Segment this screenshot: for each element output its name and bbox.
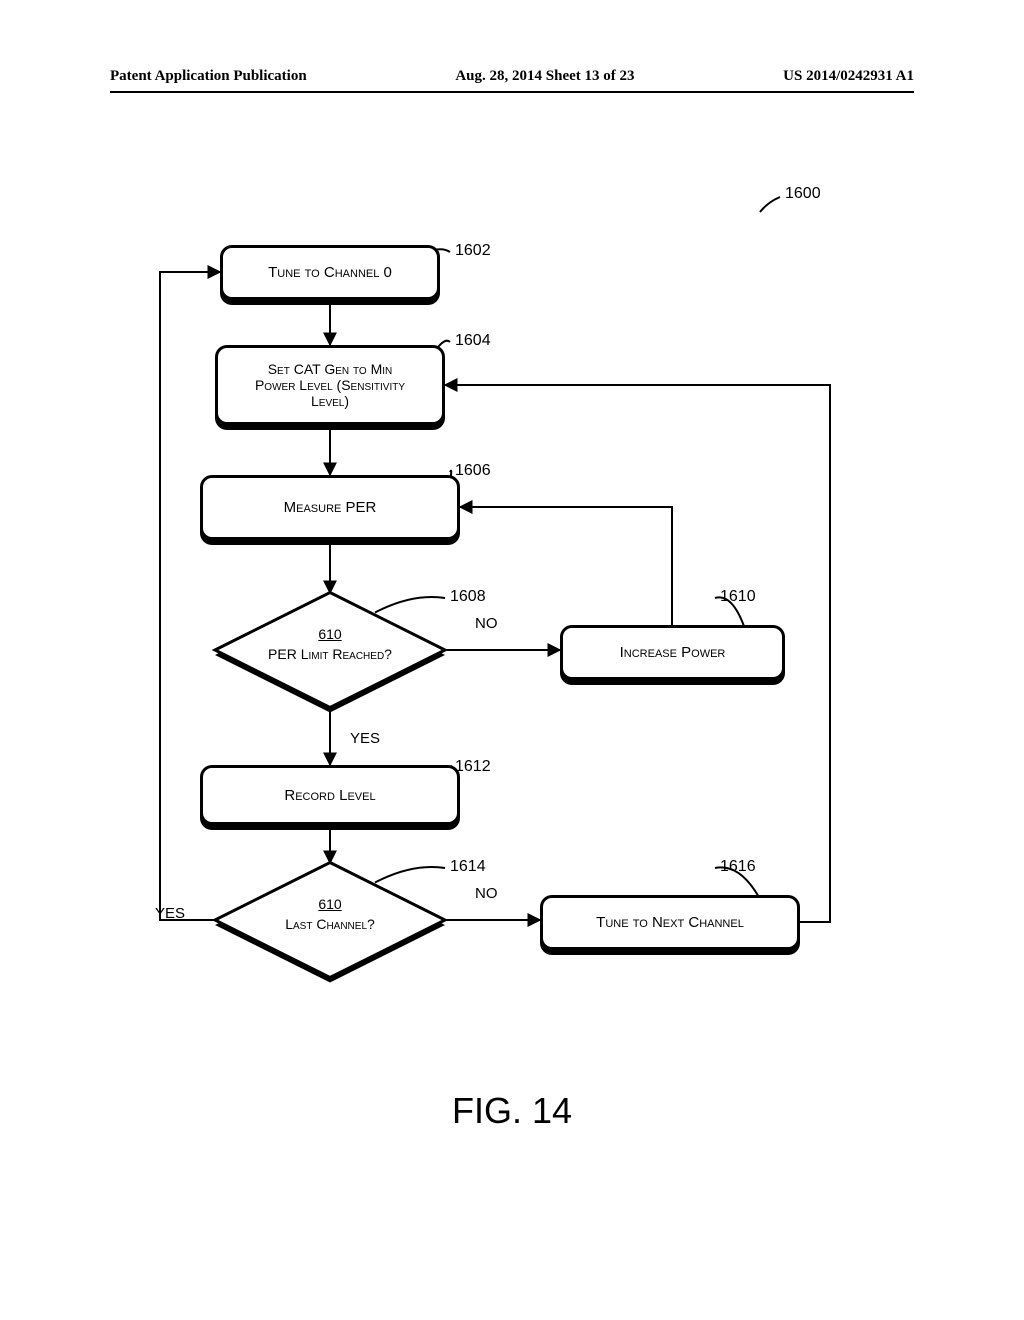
- node-text-line: Level): [311, 393, 349, 409]
- ref-1606: 1606: [455, 462, 491, 480]
- ref-1610: 1610: [720, 588, 756, 606]
- node-text: Increase Power: [620, 644, 726, 661]
- process-node-n1604: Set CAT Gen to MinPower Level (Sensitivi…: [215, 345, 445, 425]
- ref-1604: 1604: [455, 332, 491, 350]
- figure-ref-main: 1600: [785, 185, 821, 203]
- ref-1612: 1612: [455, 758, 491, 776]
- node-text: Tune to Channel 0: [268, 264, 392, 281]
- decision-text: Last Channel?: [215, 916, 445, 932]
- node-text: Record Level: [284, 787, 375, 804]
- node-text-line: Power Level (Sensitivity: [255, 377, 405, 393]
- node-text: Measure PER: [284, 499, 377, 516]
- ref-1616: 1616: [720, 858, 756, 876]
- ref-1602: 1602: [455, 242, 491, 260]
- edge-label-yes: YES: [155, 905, 185, 922]
- decision-text: PER Limit Reached?: [215, 646, 445, 662]
- decision-text-top: 610: [300, 626, 360, 642]
- node-text-line: Set CAT Gen to Min: [268, 361, 393, 377]
- process-node-n1612: Record Level: [200, 765, 460, 825]
- process-node-n1602: Tune to Channel 0: [220, 245, 440, 300]
- edge-label-no: NO: [475, 885, 498, 902]
- decision-text-top: 610: [300, 896, 360, 912]
- process-node-n1606: Measure PER: [200, 475, 460, 540]
- figure-caption: FIG. 14: [0, 1090, 1024, 1132]
- edge-label-yes: YES: [350, 730, 380, 747]
- node-text: Tune to Next Channel: [596, 914, 744, 931]
- page: Patent Application Publication Aug. 28, …: [0, 0, 1024, 1320]
- ref-1608: 1608: [450, 588, 486, 606]
- process-node-n1610: Increase Power: [560, 625, 785, 680]
- edge-label-no: NO: [475, 615, 498, 632]
- ref-1614: 1614: [450, 858, 486, 876]
- edge-4: [460, 507, 672, 625]
- process-node-n1616: Tune to Next Channel: [540, 895, 800, 950]
